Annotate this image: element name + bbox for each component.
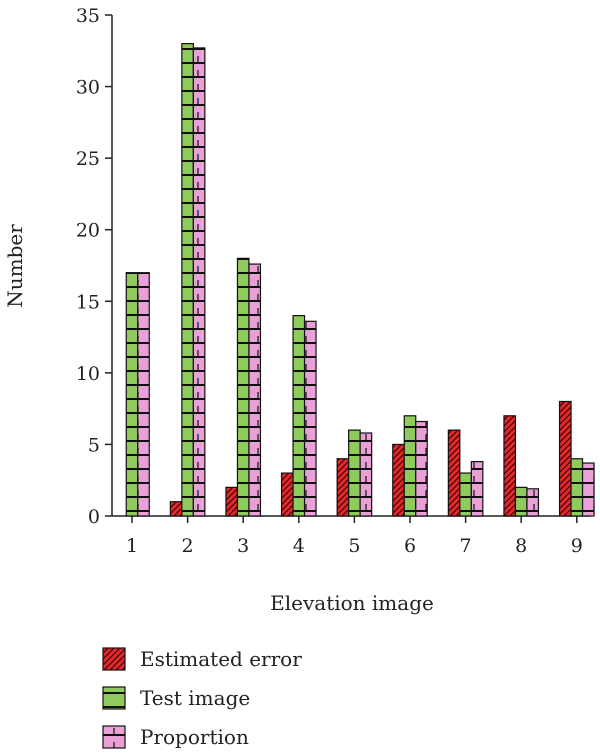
x-tick-label: 6 (404, 535, 416, 557)
y-tick-label: 5 (88, 434, 100, 456)
x-tick-label: 1 (126, 535, 138, 557)
bar-proportion (248, 263, 262, 517)
bar-test-image (514, 486, 528, 517)
bar-estimated-error (447, 429, 461, 517)
legend-swatch (102, 647, 126, 671)
bar-estimated-error (503, 415, 517, 517)
x-axis: 1 2 3 4 5 6 7 8 9 (112, 515, 590, 557)
bar-estimated-error (392, 443, 405, 517)
bar-estimated-error (558, 400, 572, 517)
y-tick-label: 0 (88, 506, 100, 528)
bar-test-image (125, 272, 139, 517)
x-tick-label: 2 (182, 535, 194, 557)
legend-swatch (102, 725, 126, 749)
bar-estimated-error (336, 458, 350, 517)
bar-proportion (303, 320, 317, 517)
x-tick-label: 7 (460, 535, 472, 557)
y-axis-title: Number (3, 224, 27, 308)
y-tick-label: 25 (76, 148, 100, 170)
bar-proportion (470, 461, 484, 517)
bar-proportion (415, 420, 428, 517)
bar-proportion (526, 488, 540, 517)
x-tick-label: 9 (571, 535, 583, 557)
x-tick-label: 3 (237, 535, 249, 557)
y-tick-label: 10 (76, 363, 100, 385)
legend-item: Test image (102, 686, 250, 710)
legend-swatch (102, 686, 126, 710)
bar-estimated-error (280, 472, 294, 517)
bar-test-image (570, 458, 584, 517)
bar-test-image (181, 43, 194, 517)
legend-item: Proportion (102, 725, 249, 749)
bar-estimated-error (225, 486, 239, 517)
bar-test-image (459, 472, 472, 517)
legend-label: Estimated error (140, 647, 302, 671)
x-tick-label: 4 (293, 535, 305, 557)
bar-proportion (581, 462, 595, 517)
bar-test-image (236, 257, 250, 517)
bar-proportion (359, 432, 373, 517)
bar-proportion (192, 47, 206, 517)
y-tick-label: 15 (76, 291, 100, 313)
y-axis: 0 5 10 15 20 25 30 35 (76, 5, 113, 528)
bar-estimated-error (169, 501, 183, 517)
y-tick-label: 30 (76, 77, 100, 99)
bars-layer (125, 43, 595, 517)
x-axis-title: Elevation image (270, 591, 434, 615)
bar-test-image (292, 315, 306, 517)
x-tick-label: 5 (348, 535, 360, 557)
legend-item: Estimated error (102, 647, 302, 671)
y-tick-label: 35 (76, 5, 100, 27)
legend-label: Proportion (140, 725, 249, 749)
legend-label: Test image (140, 686, 250, 710)
x-tick-label: 8 (515, 535, 527, 557)
y-tick-label: 20 (76, 220, 100, 242)
bar-test-image (403, 415, 417, 517)
bar-test-image (348, 429, 361, 517)
bar-proportion (137, 272, 150, 517)
legend: Estimated error Test image Proportion (102, 647, 302, 749)
